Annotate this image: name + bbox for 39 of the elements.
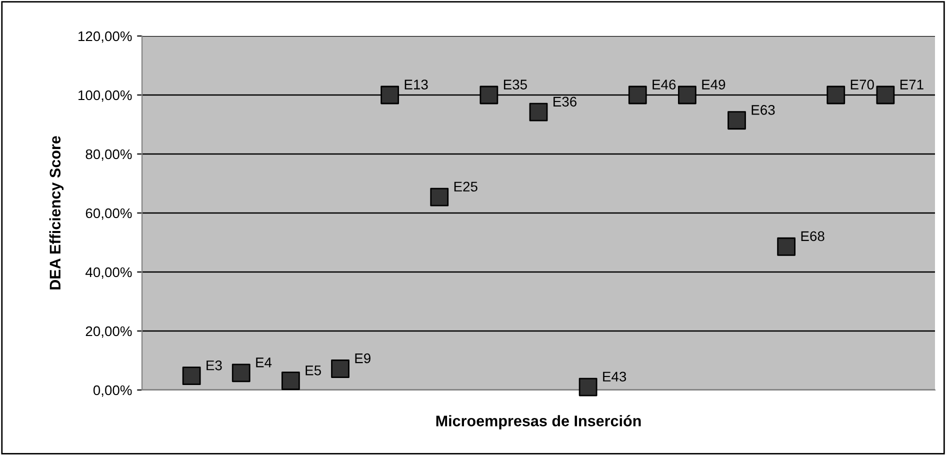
point xyxy=(578,378,598,396)
y-tick-label: 40,00% xyxy=(85,267,132,279)
y-tick-label: 80,00% xyxy=(86,149,132,161)
point xyxy=(876,86,895,104)
annotation: E25 xyxy=(454,182,478,192)
annotation: E9 xyxy=(355,353,370,364)
x-axis-title: Microempresas de Inserción xyxy=(436,415,641,430)
point xyxy=(281,372,300,390)
y-axis-title: DEA Efficiency Score xyxy=(49,136,64,290)
point xyxy=(529,102,548,122)
y-tick-label: 0,00% xyxy=(93,385,132,397)
annotation: E5 xyxy=(306,366,321,376)
y-tick-label: 120,00% xyxy=(78,31,132,43)
annotation: E43 xyxy=(603,372,626,382)
point xyxy=(826,86,846,104)
annotation: E13 xyxy=(404,80,428,90)
point xyxy=(380,86,400,104)
point xyxy=(777,237,796,256)
annotation: E3 xyxy=(206,360,222,370)
annotation: E71 xyxy=(900,80,924,90)
point xyxy=(480,86,498,104)
annotation: E4 xyxy=(256,358,272,368)
point xyxy=(182,366,201,386)
y-tick-label: 100,00% xyxy=(78,90,132,102)
point xyxy=(678,86,696,104)
annotation: E46 xyxy=(652,80,676,90)
annotation: E63 xyxy=(752,105,775,115)
annotation: E68 xyxy=(801,231,824,242)
point xyxy=(331,360,350,378)
point xyxy=(232,364,250,382)
point xyxy=(728,111,746,130)
y-tick-label: 20,00% xyxy=(86,326,132,338)
point xyxy=(628,86,647,104)
annotation: E70 xyxy=(850,80,874,90)
annotation: E49 xyxy=(702,80,726,90)
point xyxy=(430,188,449,206)
annotation: E36 xyxy=(554,96,576,107)
y-tick-label: 60,00% xyxy=(86,208,132,220)
annotation: E35 xyxy=(504,80,527,90)
